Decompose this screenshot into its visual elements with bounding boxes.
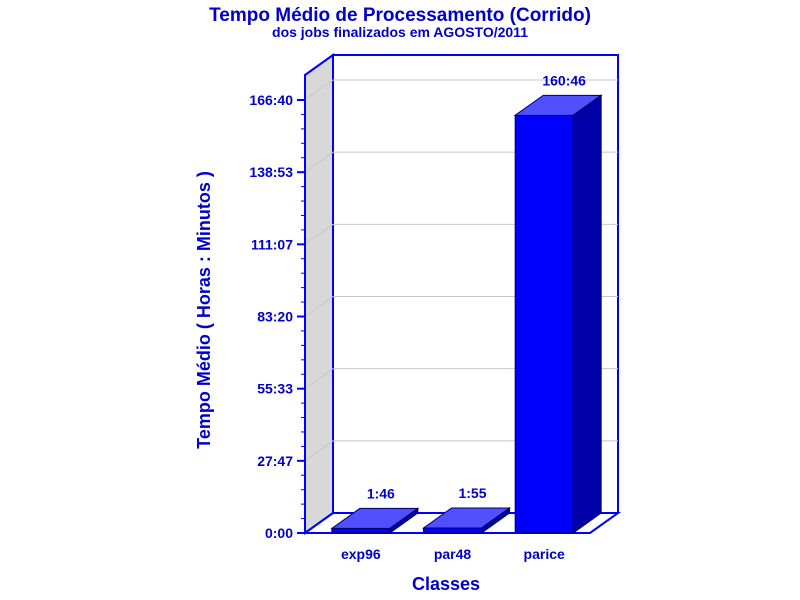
y-tick-label: 27:47: [257, 453, 293, 469]
grid-line-side: [304, 79, 334, 101]
bar-side: [389, 507, 419, 534]
y-tick-label: 55:33: [257, 381, 293, 397]
chart-title: Tempo Médio de Processamento (Corrido): [209, 5, 591, 26]
grid-line-side: [304, 440, 334, 462]
bar-front: [514, 114, 574, 534]
bars: 1:46 1:55 160:46: [330, 72, 603, 534]
bar-front: [331, 527, 391, 534]
bar-side: [572, 94, 602, 534]
grid-line-side: [304, 296, 334, 317]
x-tick-label: par48: [434, 546, 472, 562]
y-axis-title: Tempo Médio ( Horas : Minutos ): [194, 171, 214, 449]
x-tick-label: exp96: [341, 546, 381, 562]
y-axis: 0:00 27:47 55:33 83:20 111:07 138:53 166:40: [249, 75, 306, 541]
y-tick-label: 83:20: [257, 309, 293, 325]
bar-exp96: 1:46: [330, 485, 420, 534]
grid-line-side: [304, 223, 334, 245]
data-label: 160:46: [542, 72, 586, 88]
bar-front: [423, 527, 482, 534]
side-wall: [304, 53, 334, 535]
y-tick-label: 0:00: [265, 525, 293, 541]
grid-line-side: [304, 151, 334, 173]
y-tick-label: 166:40: [249, 92, 293, 108]
grid-line-side: [304, 368, 334, 390]
y-tick-label: 138:53: [249, 164, 293, 180]
x-axis: exp96 par48 parice: [341, 546, 565, 562]
bar-par48: 1:55: [421, 485, 512, 534]
x-tick-label: parice: [524, 546, 565, 562]
data-label: 1:46: [367, 485, 395, 501]
bar-parice: 160:46: [513, 72, 603, 534]
x-axis-title: Classes: [412, 574, 480, 594]
chart-subtitle: dos jobs finalizados em AGOSTO/2011: [272, 24, 528, 40]
data-label: 1:55: [458, 485, 486, 501]
y-tick-label: 111:07: [251, 236, 293, 252]
bar-side: [481, 507, 510, 534]
